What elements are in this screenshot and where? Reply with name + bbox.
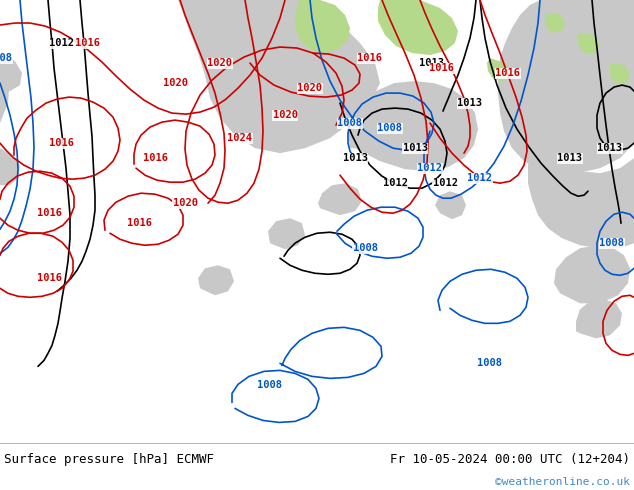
Text: 1020: 1020: [162, 78, 188, 88]
Polygon shape: [0, 0, 10, 123]
Text: 1008: 1008: [0, 53, 13, 63]
Text: Surface pressure [hPa] ECMWF: Surface pressure [hPa] ECMWF: [4, 453, 214, 466]
Text: 1016: 1016: [358, 53, 382, 63]
Text: 1008: 1008: [337, 118, 363, 128]
Polygon shape: [545, 13, 565, 33]
Text: 1016: 1016: [429, 63, 455, 73]
Polygon shape: [577, 33, 600, 53]
Text: 1020: 1020: [297, 83, 323, 93]
Polygon shape: [378, 0, 458, 55]
Polygon shape: [295, 0, 350, 53]
Polygon shape: [348, 81, 478, 171]
Text: 1012: 1012: [49, 38, 75, 48]
Polygon shape: [576, 299, 622, 338]
Text: 1016: 1016: [37, 208, 63, 218]
Text: 1016: 1016: [75, 38, 101, 48]
Text: 1013: 1013: [458, 98, 482, 108]
Text: ©weatheronline.co.uk: ©weatheronline.co.uk: [495, 477, 630, 487]
Polygon shape: [175, 0, 380, 153]
Text: 1013: 1013: [597, 143, 623, 153]
Text: 1013: 1013: [342, 153, 368, 163]
Text: 1012: 1012: [432, 178, 458, 188]
Polygon shape: [435, 191, 466, 219]
Polygon shape: [554, 245, 630, 303]
Polygon shape: [560, 0, 634, 115]
Text: 1013: 1013: [403, 143, 427, 153]
Text: 1024: 1024: [228, 133, 252, 143]
Text: 1016: 1016: [49, 138, 75, 148]
Text: 1013: 1013: [420, 58, 444, 68]
Polygon shape: [198, 265, 234, 295]
Polygon shape: [528, 153, 634, 248]
Text: 1020: 1020: [273, 110, 297, 120]
Text: 1016: 1016: [37, 273, 63, 283]
Text: Fr 10-05-2024 00:00 UTC (12+204): Fr 10-05-2024 00:00 UTC (12+204): [390, 453, 630, 466]
Polygon shape: [318, 183, 362, 215]
Text: 1013: 1013: [557, 153, 583, 163]
Text: 1012: 1012: [418, 163, 443, 173]
Text: 1008: 1008: [477, 358, 503, 368]
Text: 1008: 1008: [353, 243, 377, 253]
Polygon shape: [0, 53, 22, 91]
Polygon shape: [268, 218, 305, 249]
Polygon shape: [610, 63, 630, 83]
Text: 1016: 1016: [127, 218, 153, 228]
Text: 1008: 1008: [257, 380, 283, 391]
Text: 1008: 1008: [377, 123, 403, 133]
Text: 1016: 1016: [143, 153, 167, 163]
Text: 1016: 1016: [496, 68, 521, 78]
Text: 1020: 1020: [172, 198, 198, 208]
Polygon shape: [0, 148, 20, 185]
Text: 1012: 1012: [382, 178, 408, 188]
Polygon shape: [320, 0, 634, 175]
Polygon shape: [487, 58, 510, 81]
Text: 1008: 1008: [600, 238, 624, 248]
Text: 1020: 1020: [207, 58, 233, 68]
Text: 1012: 1012: [467, 173, 493, 183]
